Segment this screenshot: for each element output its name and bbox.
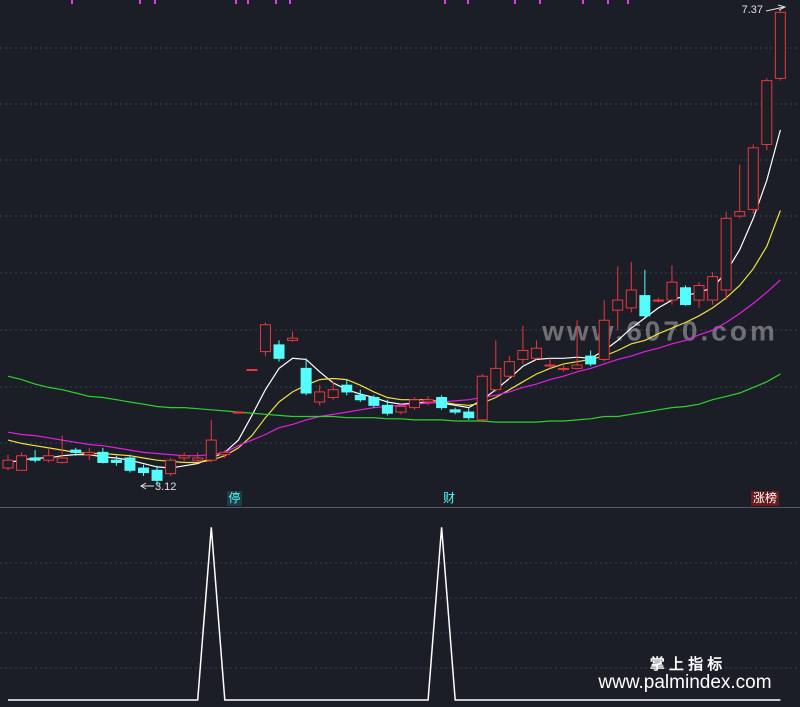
candle-body xyxy=(693,285,705,301)
indicator-panel xyxy=(8,527,781,701)
candle-body xyxy=(97,451,109,463)
candle-body xyxy=(680,287,691,306)
candle-body xyxy=(381,404,393,414)
marker-box xyxy=(227,491,242,506)
candle-body xyxy=(232,411,244,414)
candle-body xyxy=(300,367,312,394)
candle-body xyxy=(138,467,149,474)
candle-body xyxy=(774,11,786,79)
annotation: 7.37 xyxy=(742,4,763,16)
candle-body xyxy=(246,369,258,372)
candle-body xyxy=(585,355,597,365)
moving-average xyxy=(7,129,781,469)
candle-body xyxy=(476,375,488,421)
candle-body xyxy=(571,364,583,369)
marker: 涨榜 xyxy=(753,490,777,505)
plot xyxy=(2,10,786,486)
candle-body xyxy=(273,344,285,359)
candle-body xyxy=(652,299,664,302)
watermark: 掌 上 指 标 xyxy=(650,655,723,673)
candle-body xyxy=(70,449,82,453)
candle-body xyxy=(259,324,271,353)
candle-body xyxy=(29,457,41,461)
candle-body xyxy=(436,397,448,409)
candle-body xyxy=(178,455,190,459)
candle-body xyxy=(56,457,68,463)
candle-body xyxy=(747,147,759,210)
candle-body xyxy=(354,394,366,401)
marker: 财 xyxy=(443,491,455,505)
candle-body xyxy=(287,337,299,341)
candle-body xyxy=(43,455,55,461)
candle-body xyxy=(314,391,326,403)
candle-body xyxy=(368,397,380,406)
candle-body xyxy=(558,367,570,370)
candle-body xyxy=(327,389,339,399)
moving-average xyxy=(7,279,781,457)
moving-average xyxy=(7,373,781,423)
candle-body xyxy=(219,451,231,456)
candle-body xyxy=(16,455,28,471)
moving-average xyxy=(7,210,781,464)
top-ticks xyxy=(71,0,629,4)
candle-body xyxy=(720,217,732,291)
candle-body xyxy=(124,457,136,471)
candle-body xyxy=(110,459,122,463)
candle-body xyxy=(83,451,95,456)
candle-body xyxy=(490,367,502,391)
grid xyxy=(0,47,800,669)
candle-body xyxy=(639,295,651,317)
candle-body xyxy=(734,211,746,217)
annotation-arrowhead xyxy=(140,482,147,490)
candle-body xyxy=(165,459,177,475)
candle-body xyxy=(707,276,719,301)
candle-body xyxy=(666,281,678,301)
marker-box xyxy=(751,491,779,506)
candle-body xyxy=(598,319,610,360)
candle-body xyxy=(205,439,217,461)
indicator-line xyxy=(8,527,781,701)
candle-body xyxy=(341,384,353,393)
candle-body xyxy=(2,459,14,469)
annotation-arrow xyxy=(765,6,785,12)
candle-body xyxy=(449,409,461,413)
candle-body xyxy=(503,361,515,377)
candle-body xyxy=(409,399,420,409)
candle-body xyxy=(192,457,204,461)
candle-body xyxy=(422,399,434,403)
candle-body xyxy=(761,80,773,145)
watermark: www.palmindex.com xyxy=(597,672,771,693)
candle-body xyxy=(544,364,556,367)
candle-body xyxy=(625,289,637,309)
candle-body xyxy=(463,411,475,419)
candle-body xyxy=(530,347,542,359)
marker: 停 xyxy=(228,490,240,505)
annotation: 3.12 xyxy=(155,481,176,493)
candle-body xyxy=(395,405,407,413)
annotation-arrowhead xyxy=(777,4,787,11)
candle-body xyxy=(517,349,529,360)
candle-body xyxy=(151,469,163,481)
watermark: www.6070.com xyxy=(541,315,778,346)
candle-body xyxy=(612,299,624,311)
